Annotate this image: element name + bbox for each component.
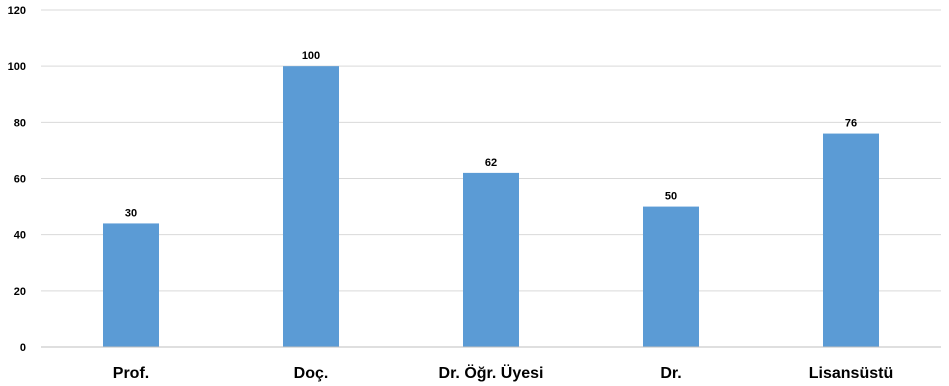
data-label: 100 bbox=[302, 50, 320, 62]
x-category-label: Lisansüstü bbox=[809, 365, 893, 382]
y-axis-ticks: 0 20 40 60 80 100 120 bbox=[8, 5, 26, 354]
bar bbox=[643, 206, 699, 347]
y-tick-label: 40 bbox=[14, 230, 26, 242]
y-tick-label: 100 bbox=[8, 61, 26, 73]
y-tick-label: 120 bbox=[8, 5, 26, 17]
y-tick-label: 60 bbox=[14, 174, 26, 186]
x-category-label: Doç. bbox=[294, 365, 329, 382]
bar bbox=[103, 223, 159, 347]
data-label: 76 bbox=[845, 118, 857, 130]
bar bbox=[823, 133, 879, 347]
x-category-label: Prof. bbox=[113, 365, 149, 382]
y-tick-label: 0 bbox=[20, 342, 26, 354]
x-category-label: Dr. Öğr. Üyesi bbox=[439, 363, 544, 382]
data-label: 62 bbox=[485, 157, 497, 169]
x-category-label: Dr. bbox=[660, 365, 681, 382]
data-label: 50 bbox=[665, 191, 677, 203]
y-tick-label: 80 bbox=[14, 117, 26, 129]
x-axis-categories: Prof. Doç. Dr. Öğr. Üyesi Dr. Lisansüstü bbox=[113, 363, 893, 382]
y-tick-label: 20 bbox=[14, 286, 26, 298]
data-labels: 30 100 62 50 76 bbox=[125, 50, 857, 219]
bar bbox=[463, 172, 519, 347]
bar bbox=[283, 66, 339, 348]
bars bbox=[103, 66, 879, 348]
data-label: 30 bbox=[125, 207, 137, 219]
